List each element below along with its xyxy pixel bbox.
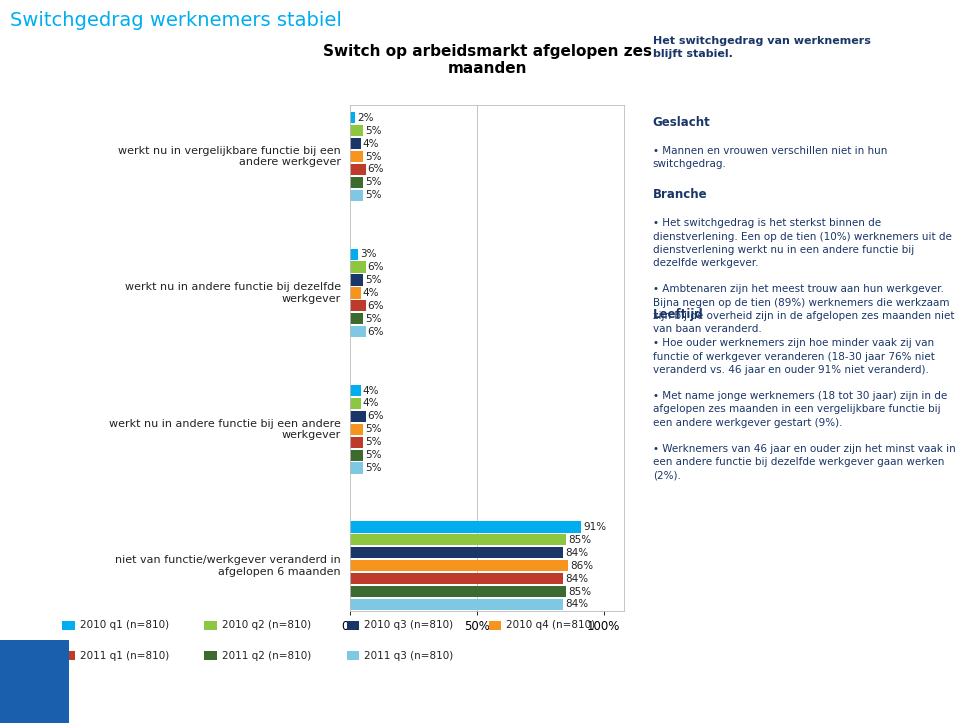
Text: 5%: 5% bbox=[365, 275, 381, 285]
Text: • Het switchgedrag is het sterkst binnen de dienstverlening. Een op de tien (10%: • Het switchgedrag is het sterkst binnen… bbox=[653, 218, 954, 334]
Bar bbox=[350, 300, 366, 312]
Text: 2010 q1 (n=810): 2010 q1 (n=810) bbox=[80, 620, 169, 630]
Bar bbox=[350, 534, 565, 545]
Bar bbox=[350, 176, 363, 188]
Bar bbox=[350, 249, 358, 260]
Text: 5%: 5% bbox=[365, 126, 381, 136]
Text: 85%: 85% bbox=[567, 535, 591, 545]
Text: 4%: 4% bbox=[363, 288, 379, 298]
Bar bbox=[350, 189, 363, 201]
Text: 9: 9 bbox=[26, 669, 43, 693]
Text: 86%: 86% bbox=[570, 561, 593, 570]
Bar bbox=[350, 274, 363, 286]
Text: 2011 q2 (n=810): 2011 q2 (n=810) bbox=[222, 651, 311, 661]
Bar bbox=[350, 112, 355, 124]
Text: 84%: 84% bbox=[565, 548, 588, 557]
Text: Branche: Branche bbox=[653, 188, 708, 201]
Text: 3%: 3% bbox=[360, 249, 376, 259]
Text: Leeftijd: Leeftijd bbox=[653, 308, 704, 321]
Bar bbox=[350, 521, 581, 533]
Bar bbox=[350, 547, 564, 558]
Text: 5%: 5% bbox=[365, 463, 381, 473]
Bar bbox=[350, 326, 366, 338]
Text: niet van functie/werkgever veranderd in
afgelopen 6 maanden: niet van functie/werkgever veranderd in … bbox=[115, 555, 341, 576]
Text: 5%: 5% bbox=[365, 424, 381, 435]
Text: 6%: 6% bbox=[368, 411, 384, 422]
Text: 6%: 6% bbox=[368, 262, 384, 272]
Text: 6%: 6% bbox=[368, 327, 384, 337]
Bar bbox=[350, 398, 361, 409]
Text: 85%: 85% bbox=[567, 586, 591, 596]
Bar bbox=[350, 262, 366, 273]
Text: 2010 q3 (n=810): 2010 q3 (n=810) bbox=[364, 620, 453, 630]
Text: 2011 q3 (n=810): 2011 q3 (n=810) bbox=[364, 651, 453, 661]
Text: 84%: 84% bbox=[565, 573, 588, 583]
Text: 5%: 5% bbox=[365, 437, 381, 448]
Bar bbox=[350, 151, 363, 162]
Text: werkt nu in vergelijkbare functie bij een
andere werkgever: werkt nu in vergelijkbare functie bij ee… bbox=[118, 146, 341, 167]
Text: 91%: 91% bbox=[583, 522, 606, 532]
Bar bbox=[350, 586, 565, 597]
Text: 5%: 5% bbox=[365, 177, 381, 187]
Text: Het switchgedrag van werknemers
blijft stabiel.: Het switchgedrag van werknemers blijft s… bbox=[653, 36, 871, 59]
Bar bbox=[350, 411, 366, 422]
Bar bbox=[350, 313, 363, 325]
Bar bbox=[350, 463, 363, 474]
Text: 4%: 4% bbox=[363, 398, 379, 408]
Bar bbox=[350, 450, 363, 461]
Text: 2010 q4 (n=810): 2010 q4 (n=810) bbox=[506, 620, 595, 630]
Text: 5%: 5% bbox=[365, 450, 381, 460]
Text: 2010 q2 (n=810): 2010 q2 (n=810) bbox=[222, 620, 311, 630]
Text: Switch op arbeidsmarkt afgelopen zes
maanden: Switch op arbeidsmarkt afgelopen zes maa… bbox=[323, 43, 652, 76]
Text: 5%: 5% bbox=[365, 190, 381, 200]
Bar bbox=[350, 599, 564, 610]
Text: • Mannen en vrouwen verschillen niet in hun switchgedrag.: • Mannen en vrouwen verschillen niet in … bbox=[653, 146, 887, 169]
Text: 5%: 5% bbox=[365, 152, 381, 161]
Bar bbox=[350, 424, 363, 435]
Text: 4%: 4% bbox=[363, 139, 379, 149]
Text: 6%: 6% bbox=[368, 301, 384, 311]
Text: 84%: 84% bbox=[565, 599, 588, 609]
Text: werkt nu in andere functie bij dezelfde
werkgever: werkt nu in andere functie bij dezelfde … bbox=[125, 282, 341, 304]
Text: 2011 q1 (n=810): 2011 q1 (n=810) bbox=[80, 651, 169, 661]
Bar bbox=[350, 573, 564, 584]
Text: 5%: 5% bbox=[365, 314, 381, 324]
Text: Switchgedrag werknemers stabiel: Switchgedrag werknemers stabiel bbox=[10, 11, 342, 30]
Bar bbox=[350, 164, 366, 175]
Bar bbox=[350, 125, 363, 137]
Bar bbox=[350, 138, 361, 149]
Bar bbox=[350, 437, 363, 448]
Text: • Hoe ouder werknemers zijn hoe minder vaak zij van functie of werkgever verande: • Hoe ouder werknemers zijn hoe minder v… bbox=[653, 338, 955, 480]
Bar bbox=[350, 287, 361, 299]
Text: 4%: 4% bbox=[363, 385, 379, 395]
Text: 2%: 2% bbox=[357, 113, 374, 123]
Bar bbox=[350, 385, 361, 396]
Text: werkt nu in andere functie bij een andere
werkgever: werkt nu in andere functie bij een ander… bbox=[108, 419, 341, 440]
Text: 6%: 6% bbox=[368, 164, 384, 174]
Bar bbox=[350, 560, 568, 571]
Text: Geslacht: Geslacht bbox=[653, 116, 710, 129]
